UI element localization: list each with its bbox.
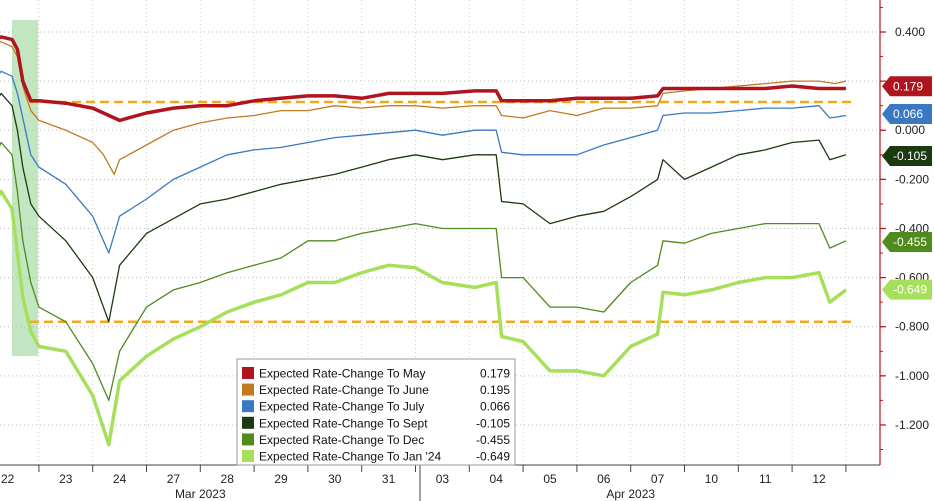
legend-value: 0.179 [480, 367, 510, 381]
x-tick-label: 31 [382, 472, 396, 486]
value-badge: -0.105 [882, 146, 932, 167]
series-line-2 [0, 70, 846, 254]
x-tick-label: 11 [759, 472, 772, 486]
x-tick-label: 22 [1, 472, 15, 486]
value-badge: -0.455 [882, 231, 932, 252]
x-tick-label: 10 [705, 472, 719, 486]
x-tick-label: 03 [436, 472, 450, 486]
y-tick-label: -0.400 [895, 221, 929, 235]
reference-lines [30, 100, 852, 324]
value-badge-label: 0.066 [893, 107, 923, 121]
legend-swatch [242, 433, 254, 446]
month-label: Apr 2023 [606, 487, 655, 501]
value-badge: -0.649 [882, 279, 932, 300]
x-tick-label: 06 [597, 472, 611, 486]
legend-label: Expected Rate-Change To May [259, 367, 426, 381]
legend-box [236, 358, 516, 466]
legend-label: Expected Rate-Change To Dec [259, 433, 424, 447]
value-badges: 0.179 0.066 -0.105 -0.455 -0.649 [882, 76, 932, 300]
y-tick-label: -1.200 [895, 418, 929, 432]
legend-label: Expected Rate-Change To Sept [259, 416, 428, 430]
x-tick-label: 23 [59, 472, 73, 486]
value-badge-label: -0.105 [893, 149, 927, 163]
legend: Expected Rate-Change To May 0.179 Expected… [236, 358, 516, 466]
legend-swatch [242, 400, 254, 413]
legend-value: -0.455 [476, 433, 510, 447]
x-tick-label: 24 [113, 472, 127, 486]
legend-label: Expected Rate-Change To Jan '24 [259, 450, 442, 464]
x-tick-label: 07 [651, 472, 665, 486]
y-tick-label: 0.400 [895, 25, 925, 39]
value-badge-shape [882, 279, 932, 300]
month-label: Mar 2023 [175, 487, 226, 501]
y-tick-label: -0.200 [895, 172, 929, 186]
value-badge-shape [882, 231, 932, 252]
value-badge: 0.179 [882, 76, 932, 97]
value-badge-label: -0.455 [893, 235, 927, 249]
series-lines [0, 35, 847, 447]
legend-label: Expected Rate-Change To July [259, 400, 424, 414]
x-tick-label: 05 [543, 472, 557, 486]
value-badge-shape [882, 104, 932, 125]
x-tick-label: 30 [328, 472, 342, 486]
x-tick-label: 04 [490, 472, 504, 486]
x-tick-label: 28 [221, 472, 235, 486]
value-badge-shape [882, 146, 932, 167]
value-badge-label: -0.649 [893, 283, 927, 297]
y-tick-label: 0.000 [895, 123, 925, 137]
legend-value: 0.195 [480, 383, 510, 397]
legend-swatch [242, 450, 254, 462]
y-tick-label: -0.800 [895, 320, 929, 334]
series-line-1 [0, 41, 847, 176]
legend-swatch [242, 367, 254, 379]
value-badge: 0.066 [882, 104, 932, 125]
y-tick-label: -1.000 [895, 369, 929, 383]
legend-swatch [242, 416, 254, 429]
x-tick-label: 29 [274, 472, 288, 486]
value-badge-label: 0.179 [893, 79, 923, 93]
legend-swatch [242, 383, 254, 396]
legend-value: -0.105 [476, 416, 510, 430]
legend-value: -0.649 [476, 450, 510, 464]
legend-value: 0.066 [480, 400, 510, 414]
value-badge-shape [882, 76, 932, 97]
x-tick-label: 27 [167, 472, 181, 486]
series-line-0 [0, 35, 846, 123]
legend-label: Expected Rate-Change To June [259, 383, 429, 397]
x-axis: 22 23 24 27 28 29 30 31 03 04 05 06 07 10 11 12 Mar 2023… [0, 464, 880, 501]
x-tick-label: 12 [812, 472, 826, 486]
